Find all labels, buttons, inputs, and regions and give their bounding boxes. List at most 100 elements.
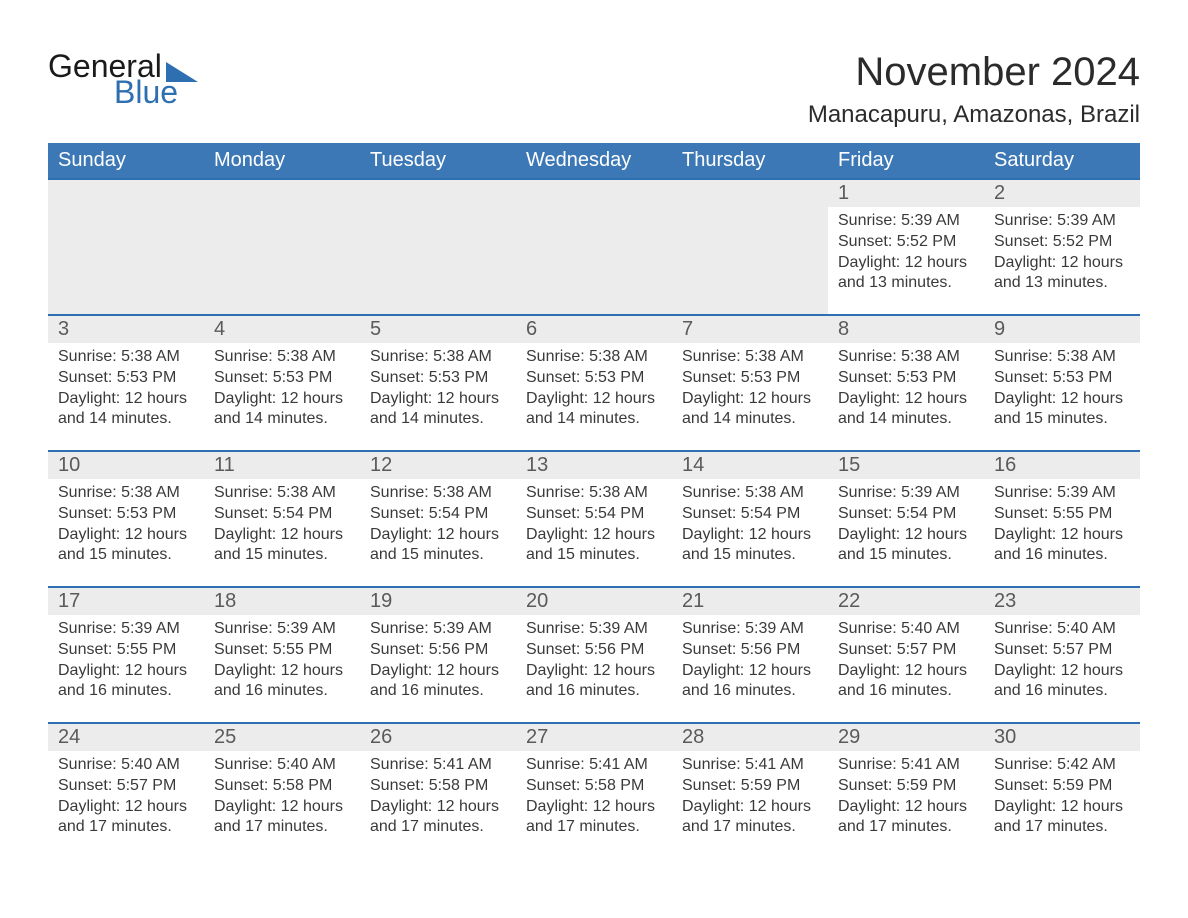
calendar-header: Sunday Monday Tuesday Wednesday Thursday… xyxy=(48,143,1140,179)
day-number: 17 xyxy=(48,588,204,615)
sunset-line: Sunset: 5:58 PM xyxy=(370,776,506,797)
sunset-line: Sunset: 5:53 PM xyxy=(58,368,194,389)
day-number: 13 xyxy=(516,452,672,479)
day-details: Sunrise: 5:38 AMSunset: 5:54 PMDaylight:… xyxy=(516,479,672,572)
calendar-week: 17Sunrise: 5:39 AMSunset: 5:55 PMDayligh… xyxy=(48,587,1140,723)
daylight-line: Daylight: 12 hours and 16 minutes. xyxy=(682,661,818,703)
sunset-line: Sunset: 5:53 PM xyxy=(370,368,506,389)
calendar-day-cell: 13Sunrise: 5:38 AMSunset: 5:54 PMDayligh… xyxy=(516,451,672,587)
sunset-line: Sunset: 5:59 PM xyxy=(682,776,818,797)
day-details: Sunrise: 5:38 AMSunset: 5:54 PMDaylight:… xyxy=(360,479,516,572)
sunrise-line: Sunrise: 5:38 AM xyxy=(682,483,818,504)
calendar-week: 10Sunrise: 5:38 AMSunset: 5:53 PMDayligh… xyxy=(48,451,1140,587)
page-subtitle: Manacapuru, Amazonas, Brazil xyxy=(808,101,1140,129)
calendar-day-cell: 9Sunrise: 5:38 AMSunset: 5:53 PMDaylight… xyxy=(984,315,1140,451)
sunrise-line: Sunrise: 5:38 AM xyxy=(526,483,662,504)
calendar-day-cell: 7Sunrise: 5:38 AMSunset: 5:53 PMDaylight… xyxy=(672,315,828,451)
sunset-line: Sunset: 5:55 PM xyxy=(214,640,350,661)
sunrise-line: Sunrise: 5:39 AM xyxy=(838,211,974,232)
day-details: Sunrise: 5:40 AMSunset: 5:57 PMDaylight:… xyxy=(828,615,984,708)
day-number: 26 xyxy=(360,724,516,751)
page-title: November 2024 xyxy=(808,50,1140,95)
day-number: 3 xyxy=(48,316,204,343)
calendar-table: Sunday Monday Tuesday Wednesday Thursday… xyxy=(48,143,1140,859)
daylight-line: Daylight: 12 hours and 16 minutes. xyxy=(994,525,1130,567)
daylight-line: Daylight: 12 hours and 16 minutes. xyxy=(994,661,1130,703)
day-number: 28 xyxy=(672,724,828,751)
sunrise-line: Sunrise: 5:39 AM xyxy=(370,619,506,640)
sunset-line: Sunset: 5:56 PM xyxy=(682,640,818,661)
calendar-day-cell: 30Sunrise: 5:42 AMSunset: 5:59 PMDayligh… xyxy=(984,723,1140,859)
daylight-line: Daylight: 12 hours and 14 minutes. xyxy=(838,389,974,431)
day-details: Sunrise: 5:40 AMSunset: 5:57 PMDaylight:… xyxy=(48,751,204,844)
calendar-day-cell: 15Sunrise: 5:39 AMSunset: 5:54 PMDayligh… xyxy=(828,451,984,587)
day-number: 10 xyxy=(48,452,204,479)
day-details: Sunrise: 5:39 AMSunset: 5:52 PMDaylight:… xyxy=(828,207,984,300)
daylight-line: Daylight: 12 hours and 14 minutes. xyxy=(682,389,818,431)
day-number: 5 xyxy=(360,316,516,343)
day-details: Sunrise: 5:39 AMSunset: 5:55 PMDaylight:… xyxy=(984,479,1140,572)
day-details: Sunrise: 5:38 AMSunset: 5:53 PMDaylight:… xyxy=(48,343,204,436)
sunset-line: Sunset: 5:53 PM xyxy=(214,368,350,389)
day-number: 20 xyxy=(516,588,672,615)
sunset-line: Sunset: 5:57 PM xyxy=(838,640,974,661)
calendar-week: 24Sunrise: 5:40 AMSunset: 5:57 PMDayligh… xyxy=(48,723,1140,859)
sunrise-line: Sunrise: 5:38 AM xyxy=(214,347,350,368)
daylight-line: Daylight: 12 hours and 14 minutes. xyxy=(58,389,194,431)
day-number: 30 xyxy=(984,724,1140,751)
day-details: Sunrise: 5:39 AMSunset: 5:56 PMDaylight:… xyxy=(360,615,516,708)
daylight-line: Daylight: 12 hours and 16 minutes. xyxy=(838,661,974,703)
calendar-day-cell xyxy=(516,179,672,315)
sunset-line: Sunset: 5:54 PM xyxy=(838,504,974,525)
day-details: Sunrise: 5:39 AMSunset: 5:52 PMDaylight:… xyxy=(984,207,1140,300)
day-number: 8 xyxy=(828,316,984,343)
sunset-line: Sunset: 5:57 PM xyxy=(994,640,1130,661)
sunrise-line: Sunrise: 5:40 AM xyxy=(994,619,1130,640)
calendar-day-cell: 20Sunrise: 5:39 AMSunset: 5:56 PMDayligh… xyxy=(516,587,672,723)
calendar-day-cell: 8Sunrise: 5:38 AMSunset: 5:53 PMDaylight… xyxy=(828,315,984,451)
day-details: Sunrise: 5:39 AMSunset: 5:55 PMDaylight:… xyxy=(48,615,204,708)
sunrise-line: Sunrise: 5:39 AM xyxy=(994,211,1130,232)
day-number: 6 xyxy=(516,316,672,343)
day-details: Sunrise: 5:38 AMSunset: 5:54 PMDaylight:… xyxy=(204,479,360,572)
daylight-line: Daylight: 12 hours and 14 minutes. xyxy=(214,389,350,431)
calendar-day-cell: 5Sunrise: 5:38 AMSunset: 5:53 PMDaylight… xyxy=(360,315,516,451)
daylight-line: Daylight: 12 hours and 17 minutes. xyxy=(838,797,974,839)
day-number: 27 xyxy=(516,724,672,751)
daylight-line: Daylight: 12 hours and 17 minutes. xyxy=(682,797,818,839)
day-details: Sunrise: 5:40 AMSunset: 5:58 PMDaylight:… xyxy=(204,751,360,844)
calendar-day-cell: 21Sunrise: 5:39 AMSunset: 5:56 PMDayligh… xyxy=(672,587,828,723)
daylight-line: Daylight: 12 hours and 14 minutes. xyxy=(526,389,662,431)
day-number: 14 xyxy=(672,452,828,479)
sunrise-line: Sunrise: 5:38 AM xyxy=(838,347,974,368)
day-number: 4 xyxy=(204,316,360,343)
sunset-line: Sunset: 5:59 PM xyxy=(838,776,974,797)
calendar-day-cell xyxy=(672,179,828,315)
day-number: 18 xyxy=(204,588,360,615)
day-number: 2 xyxy=(984,180,1140,207)
sunset-line: Sunset: 5:54 PM xyxy=(526,504,662,525)
calendar-day-cell: 2Sunrise: 5:39 AMSunset: 5:52 PMDaylight… xyxy=(984,179,1140,315)
sunset-line: Sunset: 5:53 PM xyxy=(682,368,818,389)
calendar-day-cell: 11Sunrise: 5:38 AMSunset: 5:54 PMDayligh… xyxy=(204,451,360,587)
calendar-day-cell: 3Sunrise: 5:38 AMSunset: 5:53 PMDaylight… xyxy=(48,315,204,451)
calendar-day-cell: 26Sunrise: 5:41 AMSunset: 5:58 PMDayligh… xyxy=(360,723,516,859)
day-number: 9 xyxy=(984,316,1140,343)
daylight-line: Daylight: 12 hours and 17 minutes. xyxy=(58,797,194,839)
calendar-day-cell: 4Sunrise: 5:38 AMSunset: 5:53 PMDaylight… xyxy=(204,315,360,451)
calendar-week: 3Sunrise: 5:38 AMSunset: 5:53 PMDaylight… xyxy=(48,315,1140,451)
weekday-header: Thursday xyxy=(672,143,828,179)
daylight-line: Daylight: 12 hours and 16 minutes. xyxy=(58,661,194,703)
brand-logo: General Blue xyxy=(48,50,198,108)
day-details: Sunrise: 5:38 AMSunset: 5:53 PMDaylight:… xyxy=(204,343,360,436)
sunrise-line: Sunrise: 5:42 AM xyxy=(994,755,1130,776)
calendar-day-cell: 24Sunrise: 5:40 AMSunset: 5:57 PMDayligh… xyxy=(48,723,204,859)
sunrise-line: Sunrise: 5:40 AM xyxy=(838,619,974,640)
daylight-line: Daylight: 12 hours and 16 minutes. xyxy=(214,661,350,703)
title-block: November 2024 Manacapuru, Amazonas, Braz… xyxy=(808,50,1140,143)
sunrise-line: Sunrise: 5:41 AM xyxy=(682,755,818,776)
sunset-line: Sunset: 5:54 PM xyxy=(214,504,350,525)
calendar-week: 1Sunrise: 5:39 AMSunset: 5:52 PMDaylight… xyxy=(48,179,1140,315)
day-details: Sunrise: 5:39 AMSunset: 5:54 PMDaylight:… xyxy=(828,479,984,572)
sunrise-line: Sunrise: 5:38 AM xyxy=(58,483,194,504)
